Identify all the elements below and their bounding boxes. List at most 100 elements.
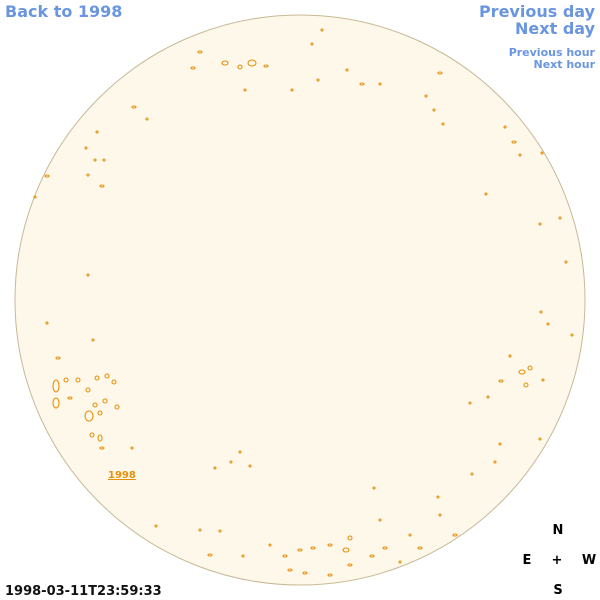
spot <box>436 495 440 499</box>
disk-label[interactable]: 1998 <box>108 470 136 481</box>
spot <box>297 548 303 552</box>
spot <box>102 398 108 404</box>
spot <box>498 442 502 446</box>
spot <box>229 460 233 464</box>
spot <box>508 354 512 358</box>
spot <box>518 153 522 157</box>
spot <box>52 397 60 409</box>
spot <box>398 560 402 564</box>
spot <box>63 377 69 383</box>
spot <box>67 396 73 400</box>
spot <box>94 375 100 381</box>
spot <box>342 547 350 553</box>
spot <box>33 195 37 199</box>
spot <box>345 68 349 72</box>
spot <box>263 64 269 68</box>
spot <box>95 130 99 134</box>
active-regions <box>33 28 574 577</box>
spot <box>97 410 103 416</box>
spot <box>538 437 542 441</box>
spot <box>417 546 423 550</box>
spot <box>327 543 333 547</box>
spot <box>75 377 81 383</box>
spot <box>570 333 574 337</box>
back-link[interactable]: Back to 1998 <box>5 2 122 21</box>
solar-disk <box>14 14 586 586</box>
spot <box>111 379 117 385</box>
spot <box>85 387 91 393</box>
spot <box>52 379 60 393</box>
spot <box>546 322 550 326</box>
spot <box>207 553 213 557</box>
spot <box>438 513 442 517</box>
compass-south: S <box>553 583 562 598</box>
spot <box>86 173 90 177</box>
spot <box>55 356 61 360</box>
spot <box>432 108 436 112</box>
spot <box>190 66 196 70</box>
spot <box>523 382 529 388</box>
spot <box>247 59 257 67</box>
spot <box>302 571 308 575</box>
next-day-link[interactable]: Next day <box>515 19 596 38</box>
spot <box>452 533 458 537</box>
spot <box>437 71 443 75</box>
spot <box>243 88 247 92</box>
spot <box>372 486 376 490</box>
previous-day-link[interactable]: Previous day <box>479 2 596 21</box>
spot <box>89 432 95 438</box>
spot <box>93 158 97 162</box>
spot <box>503 125 507 129</box>
spot <box>347 535 353 541</box>
spot <box>347 563 353 567</box>
spot <box>114 404 120 410</box>
compass-east: E <box>523 553 532 568</box>
spot <box>104 373 110 379</box>
spot <box>564 260 568 264</box>
spot <box>310 42 314 46</box>
spot <box>86 273 90 277</box>
spot <box>282 554 288 558</box>
spot <box>218 529 222 533</box>
spot <box>131 105 137 109</box>
spot <box>84 410 94 422</box>
spot <box>237 64 243 70</box>
spot <box>468 401 472 405</box>
spot <box>538 222 542 226</box>
spot <box>248 464 252 468</box>
spot <box>290 88 294 92</box>
spot <box>518 369 526 375</box>
spot <box>320 28 324 32</box>
spot <box>44 174 50 178</box>
previous-hour-link[interactable]: Previous hour <box>509 46 596 59</box>
spot <box>486 395 490 399</box>
compass-west: W <box>582 553 596 568</box>
spot <box>378 82 382 86</box>
spot <box>441 122 445 126</box>
spot <box>197 50 203 54</box>
spot <box>97 434 103 442</box>
spot <box>382 546 388 550</box>
spot <box>238 450 242 454</box>
spot <box>221 60 229 66</box>
spot <box>424 94 428 98</box>
spot <box>213 466 217 470</box>
spot <box>102 158 106 162</box>
compass-center: + <box>552 553 563 568</box>
spot <box>316 78 320 82</box>
spot <box>359 82 365 86</box>
spot <box>84 146 88 150</box>
next-hour-link[interactable]: Next hour <box>534 58 596 71</box>
spot <box>154 524 158 528</box>
spot <box>484 192 488 196</box>
spot <box>198 528 202 532</box>
spot <box>310 546 316 550</box>
spot <box>268 543 272 547</box>
spot <box>511 140 517 144</box>
timestamp: 1998-03-11T23:59:33 <box>5 584 162 599</box>
spot <box>408 533 412 537</box>
spot <box>470 472 474 476</box>
spot <box>539 310 543 314</box>
spot <box>99 446 105 450</box>
